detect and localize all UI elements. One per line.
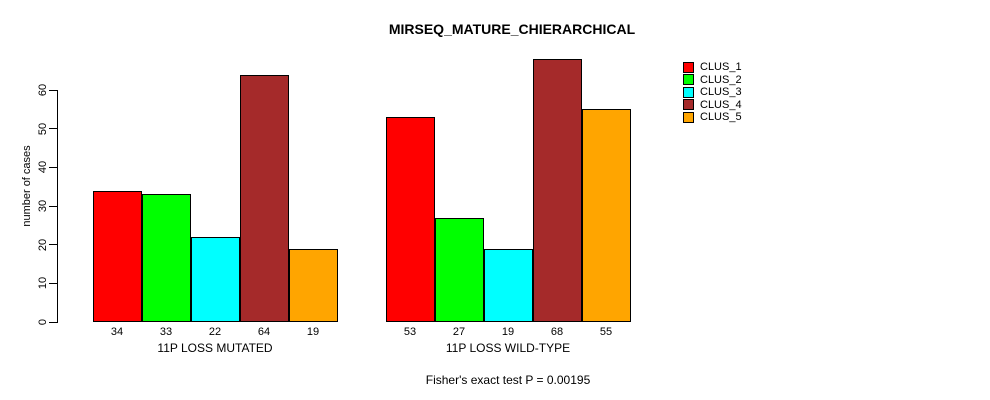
- legend-entry: CLUS_2: [683, 74, 742, 87]
- legend: CLUS_1 CLUS_2 CLUS_3 CLUS_4 CLUS_5: [683, 61, 742, 124]
- legend-swatch-clus-2: [683, 74, 694, 86]
- bar-clus_5: [288, 248, 338, 322]
- y-axis-title: number of cases: [21, 145, 33, 227]
- legend-entry: CLUS_3: [683, 86, 742, 99]
- bar-clus_2: [434, 217, 484, 322]
- group-label-wild-type: 11P LOSS WILD-TYPE: [445, 341, 571, 355]
- legend-label: CLUS_4: [700, 98, 742, 111]
- bar-value-label: 53: [403, 326, 417, 338]
- bar-clus_1: [92, 190, 142, 322]
- legend-label: CLUS_5: [700, 111, 742, 124]
- y-tick-label: 50: [37, 122, 49, 135]
- legend-swatch-clus-1: [683, 61, 694, 73]
- bar-clus_1: [385, 117, 435, 322]
- bar-value-label: 22: [208, 326, 222, 338]
- bar-value-label: 19: [501, 326, 515, 338]
- y-axis-line: [57, 90, 58, 323]
- bar-value-label: 34: [110, 326, 124, 338]
- legend-label: CLUS_2: [700, 73, 742, 86]
- legend-entry: CLUS_5: [683, 111, 742, 124]
- bar-clus_4: [239, 74, 289, 322]
- y-tick-mark: [49, 89, 57, 91]
- bar-clus_3: [483, 248, 533, 322]
- y-tick-label: 10: [37, 277, 49, 290]
- bar-clus_2: [141, 194, 191, 322]
- bar-value-label: 55: [599, 326, 613, 338]
- legend-label: CLUS_1: [700, 61, 742, 74]
- legend-swatch-clus-4: [683, 99, 694, 111]
- legend-swatch-clus-5: [683, 111, 694, 123]
- y-tick-mark: [49, 244, 57, 246]
- bar-value-label: 33: [159, 326, 173, 338]
- y-tick-mark: [49, 321, 57, 323]
- y-tick-mark: [49, 282, 57, 284]
- legend-entry: CLUS_1: [683, 61, 742, 74]
- chart-title: MIRSEQ_MATURE_CHIERARCHICAL: [388, 21, 636, 37]
- y-tick-label: 20: [37, 238, 49, 251]
- bar-clus_4: [532, 59, 582, 322]
- y-tick-label: 60: [37, 83, 49, 97]
- bar-clus_5: [581, 109, 631, 322]
- y-tick-label: 30: [37, 199, 49, 213]
- legend-swatch-clus-3: [683, 86, 694, 98]
- legend-label: CLUS_3: [700, 86, 742, 99]
- fisher-test-footnote: Fisher's exact test P = 0.00195: [425, 373, 591, 387]
- bar-value-label: 27: [452, 326, 466, 338]
- y-tick-mark: [49, 205, 57, 207]
- bar-value-label: 68: [550, 326, 564, 338]
- bar-value-label: 64: [257, 326, 271, 338]
- y-tick-mark: [49, 166, 57, 168]
- group-label-mutated: 11P LOSS MUTATED: [157, 341, 273, 355]
- y-tick-label: 0: [37, 318, 49, 326]
- y-tick-label: 40: [37, 161, 49, 174]
- y-tick-mark: [49, 128, 57, 130]
- legend-entry: CLUS_4: [683, 99, 742, 112]
- bar-value-label: 19: [306, 326, 320, 338]
- bar-clus_3: [190, 236, 240, 322]
